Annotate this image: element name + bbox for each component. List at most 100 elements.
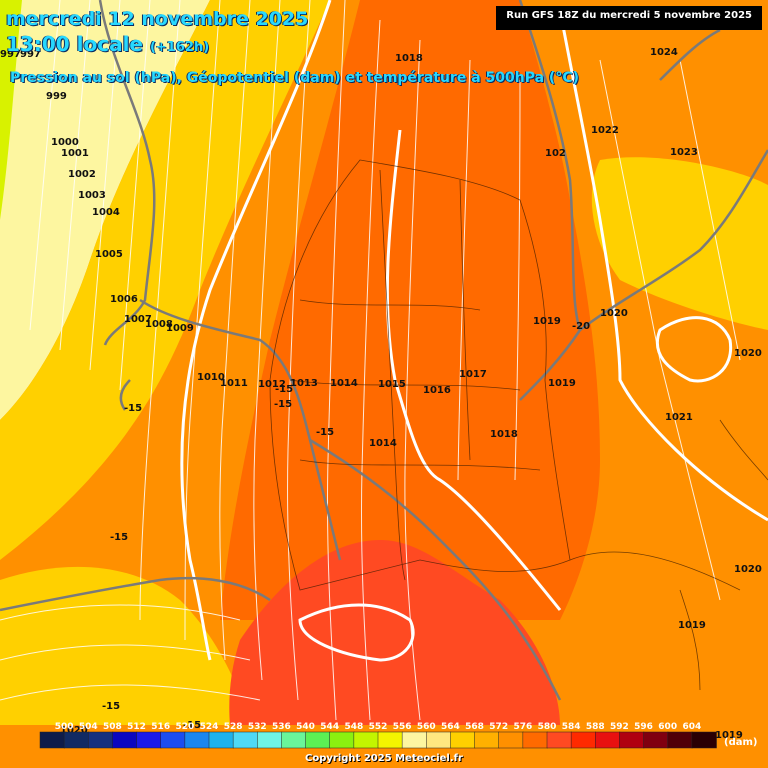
temperature-label: -15 <box>102 701 120 712</box>
pressure-label: 1000 <box>51 137 79 148</box>
pressure-label: 1019 <box>678 620 706 631</box>
pressure-label: 997 <box>20 49 41 60</box>
legend-swatch <box>305 731 331 749</box>
legend-labels: 500 504 508 512 516 520 524 528 532 536 540 544 548 5… <box>55 722 702 732</box>
pressure-label: 1016 <box>423 385 451 396</box>
pressure-label: 1014 <box>369 438 397 449</box>
legend-label: 552 <box>369 722 388 732</box>
legend-label: 556 <box>393 722 412 732</box>
legend-swatch <box>570 731 597 749</box>
legend-label: 600 <box>658 722 677 732</box>
legend-label: 524 <box>200 722 219 732</box>
legend-swatch <box>522 731 548 749</box>
band-yellow-east <box>591 157 768 330</box>
legend-swatch <box>426 731 452 749</box>
legend-swatch <box>208 731 234 749</box>
legend-swatch <box>329 731 355 749</box>
pressure-label: 1010 <box>197 372 225 383</box>
forecast-time: 13:00 locale (+162h) <box>6 32 209 56</box>
temperature-label: -20 <box>572 321 590 332</box>
legend-label: 564 <box>441 722 460 732</box>
legend-unit: (dam) <box>724 737 758 748</box>
legend-label: 596 <box>634 722 653 732</box>
temperature-label: -15 <box>274 399 292 410</box>
legend-swatch <box>474 731 500 749</box>
band-green-yellow-corner <box>0 0 22 220</box>
legend-swatch <box>595 731 621 749</box>
legend-swatch <box>257 731 283 749</box>
pressure-label: 1009 <box>166 323 194 334</box>
pressure-label: 1023 <box>670 147 698 158</box>
pressure-label: 1002 <box>68 169 96 180</box>
legend-label: 592 <box>610 722 629 732</box>
legend-label: 536 <box>272 722 291 732</box>
pressure-label: 1005 <box>95 249 123 260</box>
temperature-label: -15 <box>110 532 128 543</box>
legend-swatch <box>281 731 307 749</box>
pressure-label: 1020 <box>734 564 762 575</box>
legend-swatch <box>160 731 186 749</box>
legend-swatch <box>401 731 428 749</box>
legend-swatch <box>546 731 572 749</box>
legend-swatch <box>667 731 693 749</box>
forecast-local-time: 13:00 locale <box>6 32 143 56</box>
temperature-labels: -15 -15 -15 -15 -15 -15 -20 -15 <box>102 321 590 731</box>
pressure-label: 1018 <box>395 53 423 64</box>
legend-label: 500 <box>55 722 74 732</box>
legend-label: 508 <box>103 722 122 732</box>
pressure-label: 1004 <box>92 207 120 218</box>
legend-label: 548 <box>344 722 363 732</box>
pressure-label: 1011 <box>220 378 248 389</box>
legend-swatch <box>619 731 645 749</box>
temperature-label: -15 <box>316 427 334 438</box>
legend-label: 560 <box>417 722 436 732</box>
legend-swatch <box>232 731 259 749</box>
temperature-label: -15 <box>275 384 293 395</box>
legend-label: 540 <box>296 722 315 732</box>
temperature-label: -15 <box>124 403 142 414</box>
pressure-label: 1012 <box>258 379 286 390</box>
legend-label: 528 <box>224 722 243 732</box>
legend-label: 532 <box>248 722 267 732</box>
pressure-label: 1020 <box>600 308 628 319</box>
legend-swatches <box>39 731 717 749</box>
legend-label: 544 <box>320 722 339 732</box>
pressure-label: 1021 <box>665 412 693 423</box>
legend-label: 580 <box>538 722 557 732</box>
legend-swatch <box>643 731 669 749</box>
legend-label: 512 <box>127 722 146 732</box>
forecast-date: mercredi 12 novembre 2025 <box>6 8 309 30</box>
isobars <box>0 0 741 721</box>
legend-swatch <box>450 731 476 749</box>
pressure-label: 1008 <box>145 319 173 330</box>
legend-label: 588 <box>586 722 605 732</box>
map-description: Pression au sol (hPa), Géopotentiel (dam… <box>10 70 579 86</box>
legend-swatch <box>353 731 379 749</box>
pressure-label: 997 <box>0 49 21 60</box>
pressure-label: 1024 <box>650 47 678 58</box>
pressure-label: 1013 <box>290 378 318 389</box>
legend-swatch <box>88 731 114 749</box>
pressure-label: 1018 <box>490 429 518 440</box>
pressure-labels: 997 997 999 1000 1001 1002 1003 1004 100… <box>0 47 762 741</box>
pressure-label: 1020 <box>734 348 762 359</box>
legend-swatch <box>377 731 403 749</box>
pressure-label: 1015 <box>378 379 406 390</box>
legend-label: 504 <box>79 722 98 732</box>
legend-label: 520 <box>175 722 194 732</box>
pressure-label: 1006 <box>110 294 138 305</box>
legend-label: 572 <box>489 722 508 732</box>
legend-label: 604 <box>682 722 701 732</box>
pressure-label: 1001 <box>61 148 89 159</box>
legend-swatch <box>691 731 717 749</box>
run-info: Run GFS 18Z du mercredi 5 novembre 2025 <box>496 6 762 30</box>
pressure-label: 1020 <box>60 725 88 736</box>
legend-swatch <box>184 731 210 749</box>
legend-label: 568 <box>465 722 484 732</box>
legend-swatch <box>112 731 138 749</box>
pressure-label: 1019 <box>715 730 743 741</box>
legend-swatch <box>39 731 65 749</box>
forecast-lead: (+162h) <box>149 40 210 55</box>
